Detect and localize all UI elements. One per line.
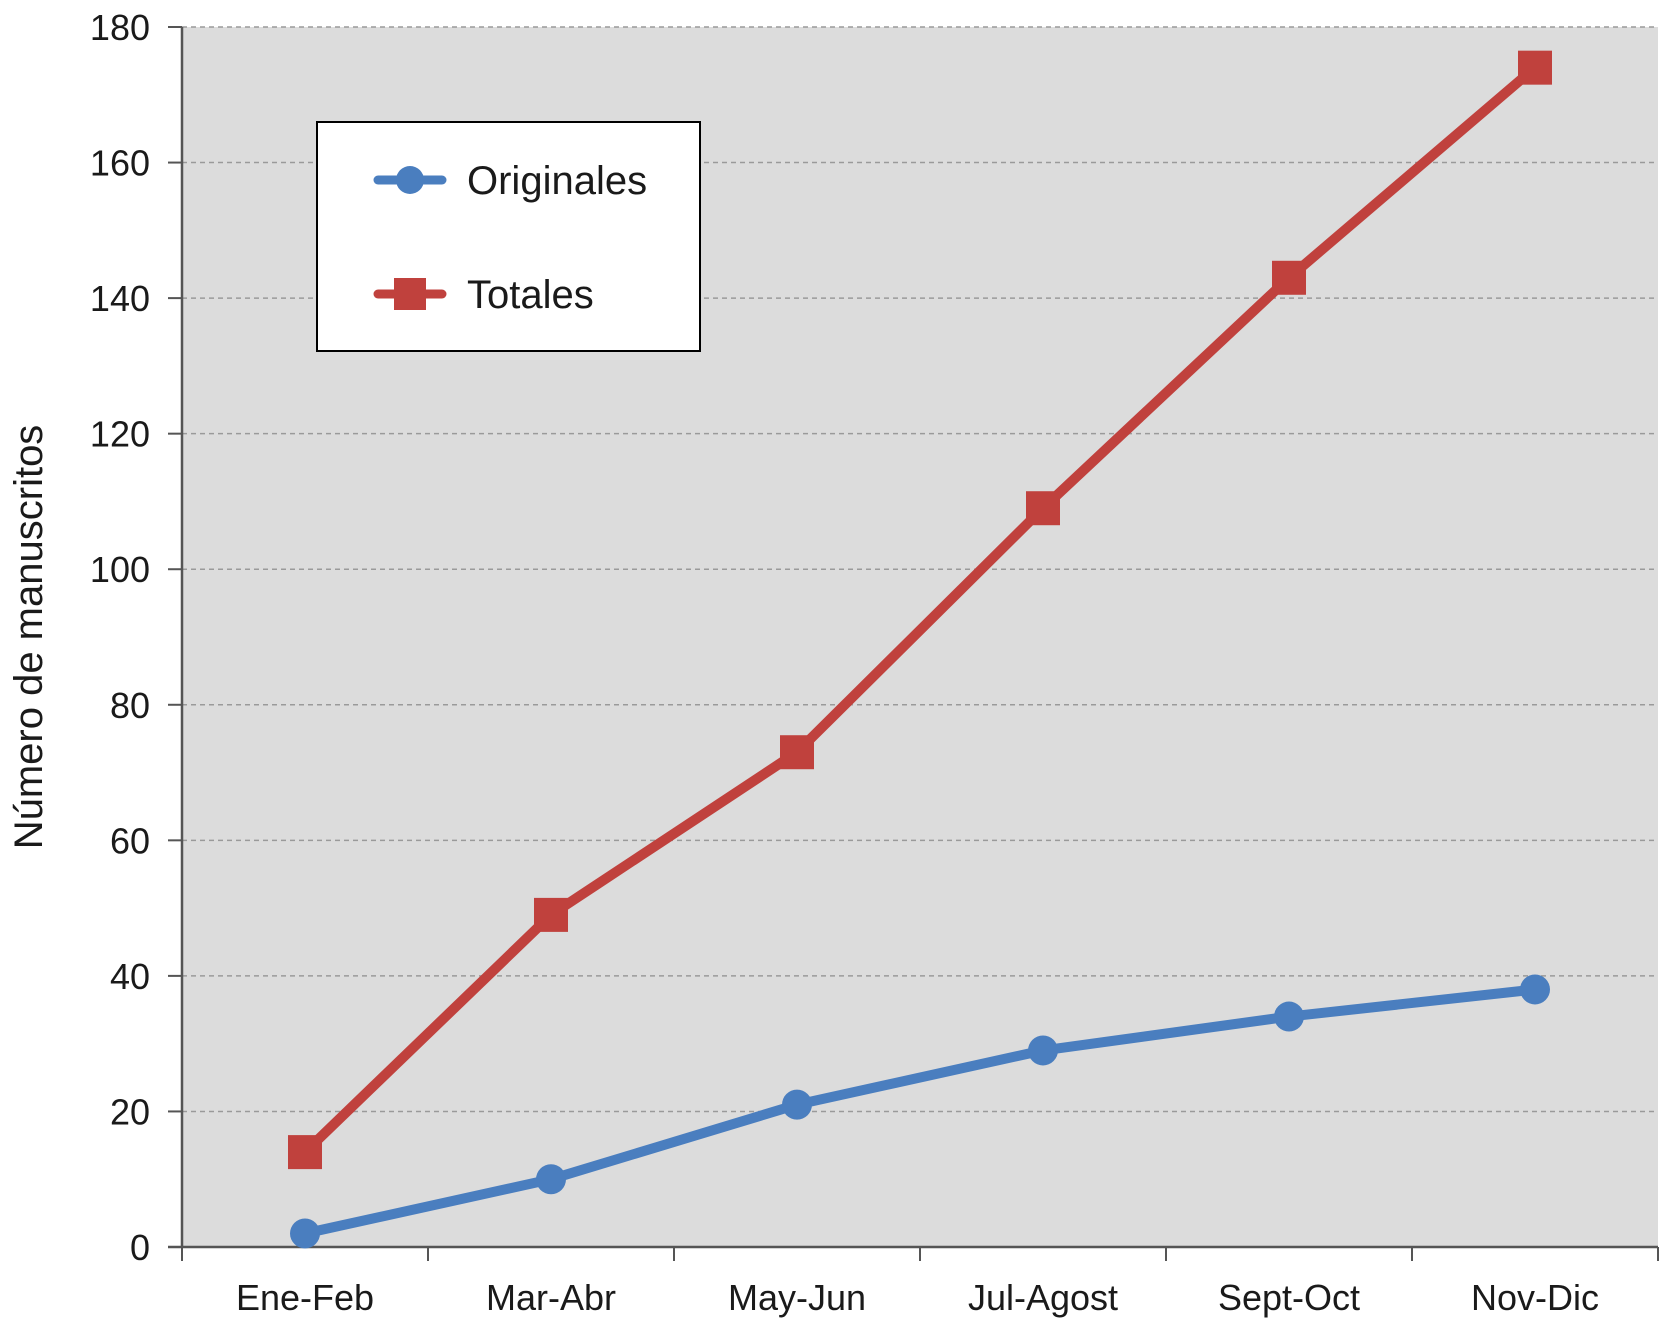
legend: Originales Totales (316, 121, 701, 352)
legend-originales-label: Originales (467, 159, 647, 203)
data-point-totales (534, 897, 568, 932)
y-tick-label: 140 (90, 278, 150, 319)
data-point-originales (1520, 974, 1550, 1005)
legend-totales-label: Totales (467, 273, 594, 317)
x-tick-label: Mar-Abr (486, 1277, 616, 1318)
series-line-totales (300, 62, 1540, 1158)
y-tick-label: 40 (110, 956, 150, 997)
data-point-originales (536, 1164, 566, 1195)
x-tick-label: May-Jun (728, 1277, 866, 1318)
axes (168, 27, 1659, 1261)
data-point-originales (290, 1218, 320, 1249)
y-tick-label: 160 (90, 143, 150, 184)
data-point-totales (1026, 491, 1060, 526)
y-tick-label: 100 (90, 549, 150, 590)
y-tick-label: 60 (110, 820, 150, 861)
y-tick-label: 120 (90, 414, 150, 455)
legend-box (316, 121, 701, 352)
data-point-originales (782, 1089, 812, 1120)
y-tick-labels: 0 20 40 60 80 100 120 140 160 180 (90, 7, 150, 1268)
data-point-totales (288, 1135, 322, 1170)
y-tick-label: 180 (90, 7, 150, 48)
data-point-totales (780, 735, 814, 770)
y-axis-title: Número de manuscritos (7, 425, 51, 850)
x-tick-label: Sept-Oct (1218, 1277, 1360, 1318)
gridlines (168, 26, 1658, 1248)
x-tick-label: Jul-Agost (968, 1277, 1118, 1318)
x-tick-labels: Ene-Feb Mar-Abr May-Jun Jul-Agost Sept-Oct No… (236, 1277, 1599, 1318)
x-tick-label: Nov-Dic (1471, 1277, 1599, 1318)
data-point-totales (1518, 50, 1552, 85)
x-tick-label: Ene-Feb (236, 1277, 374, 1318)
data-point-totales (1272, 260, 1306, 295)
y-tick-label: 0 (130, 1227, 150, 1268)
data-point-originales (1028, 1035, 1058, 1066)
series-line-originales (300, 984, 1540, 1239)
legend-originales-marker (396, 166, 424, 194)
y-tick-label: 20 (110, 1091, 150, 1132)
y-tick-label: 80 (110, 685, 150, 726)
series-group (288, 50, 1552, 1249)
legend-totales-marker (394, 278, 426, 310)
data-point-originales (1274, 1001, 1304, 1032)
